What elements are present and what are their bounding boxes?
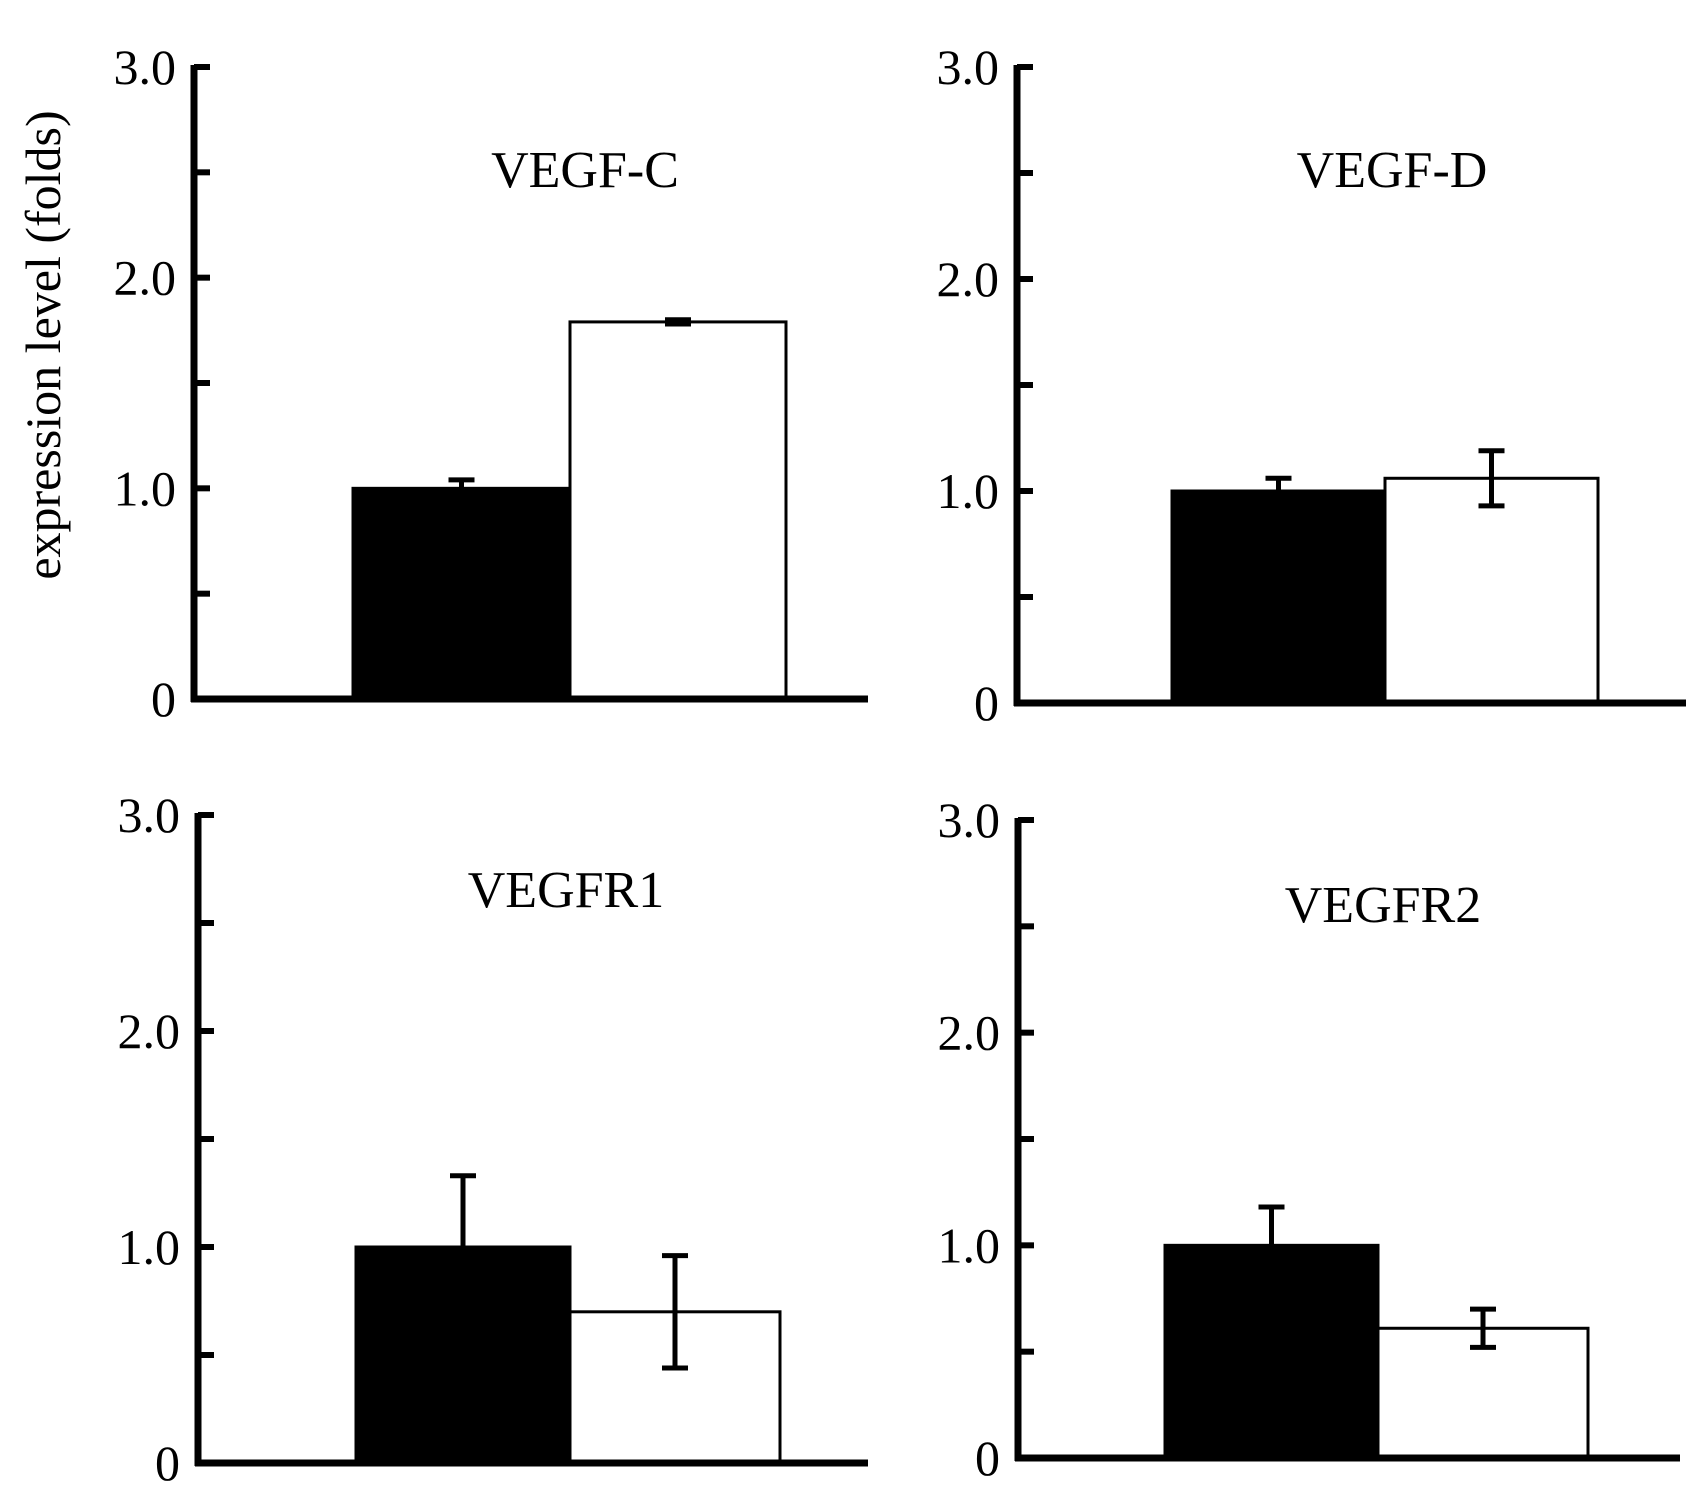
panel-title: VEGF-D [1297,142,1488,199]
chart-panel-3: VEGFR1 0 1.0 2.0 3.0 [118,787,868,1491]
y-tick-label: 0 [155,1435,180,1491]
y-tick-label: 1.0 [938,1217,1001,1273]
y-axis-title: expression level (folds) [15,110,71,579]
y-tick-label: 2.0 [118,1003,181,1059]
y-tick-label: 2.0 [937,251,1000,307]
chart-panels: VEGF-C 0 1.0 2.0 3.0 VEGF-D 0 1.0 2.0 3.0 VEGFR1 0 1… [114,39,1686,1491]
chart-panel-1: VEGF-C 0 1.0 2.0 3.0 [114,39,868,727]
chart-panel-4: VEGFR2 0 1.0 2.0 3.0 [938,792,1680,1486]
panel-title: VEGFR1 [468,862,664,919]
y-tick-label: 2.0 [938,1005,1001,1061]
y-tick-label: 3.0 [938,792,1001,848]
y-tick-label: 3.0 [937,39,1000,95]
bar [1383,476,1600,705]
bar [568,320,788,701]
chart-panel-2: VEGF-D 0 1.0 2.0 3.0 [937,39,1686,731]
y-tick-label: 1.0 [937,463,1000,519]
panel-title: VEGFR2 [1285,877,1481,934]
y-tick-label: 1.0 [118,1219,181,1275]
y-tick-label: 2.0 [114,250,177,306]
y-tick-label: 0 [975,1430,1000,1486]
y-tick-label: 0 [974,675,999,731]
y-tick-label: 0 [151,671,176,727]
y-tick-label: 3.0 [114,39,177,95]
y-tick-label: 1.0 [114,460,177,516]
y-tick-label: 3.0 [118,787,181,843]
bar [1163,1243,1380,1460]
bar [354,1245,572,1465]
panel-title: VEGF-C [491,142,679,199]
bar [351,486,572,701]
bar [1170,489,1387,705]
